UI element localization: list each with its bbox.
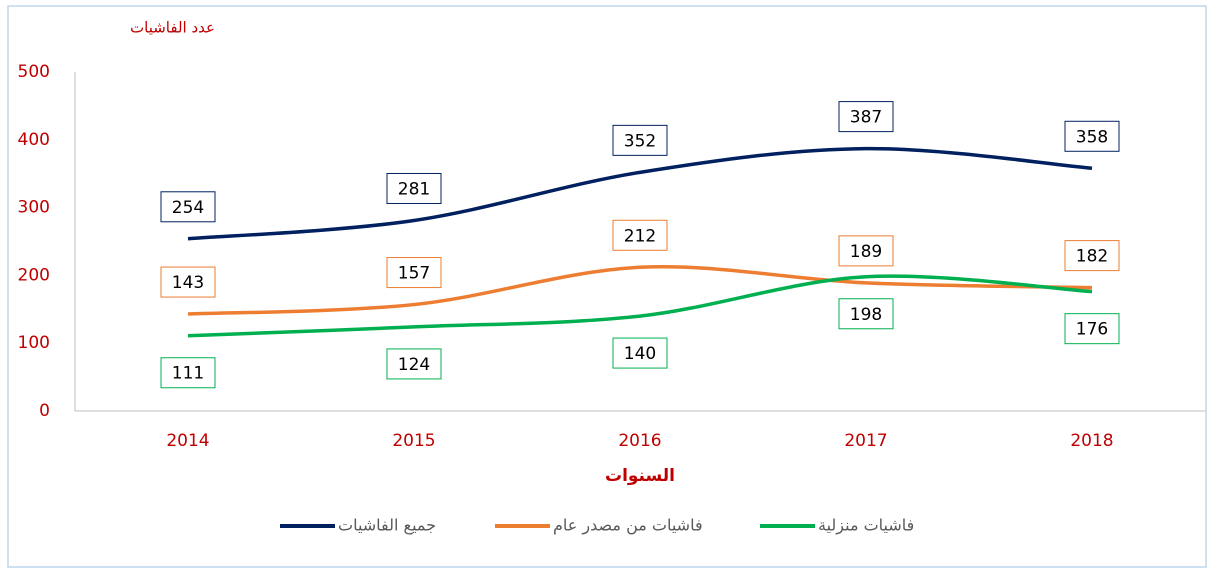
data-label-box: [838, 101, 894, 133]
data-label-box: [838, 298, 894, 330]
series-line: [187, 265, 1093, 316]
data-label-box: [386, 172, 442, 204]
data-label: 124: [398, 355, 430, 375]
data-label-box: [1064, 120, 1120, 152]
series-line: [187, 146, 1093, 241]
legend-label: فاشيات من مصدر عام: [553, 516, 703, 536]
y-tick-label: 200: [18, 265, 50, 285]
data-label-box: [1064, 313, 1120, 345]
data-label: 198: [850, 305, 882, 325]
y-tick-label: 100: [18, 333, 50, 353]
data-label-box: [160, 266, 216, 298]
data-label-box: [838, 235, 894, 267]
y-tick-label: 300: [18, 198, 50, 218]
legend-label: فاشيات منزلية: [818, 516, 914, 536]
x-tick-label: 2017: [844, 431, 887, 451]
data-label-box: [612, 337, 668, 369]
data-label: 140: [624, 344, 656, 364]
y-tick-label: 500: [18, 62, 50, 82]
x-tick-label: 2016: [618, 431, 661, 451]
data-label: 212: [624, 226, 656, 246]
legend-label: جميع الفاشيات: [338, 516, 436, 536]
data-label: 111: [172, 364, 204, 384]
data-label: 254: [172, 198, 204, 218]
data-label: 358: [1076, 127, 1108, 147]
x-axis-title: السنوات: [605, 466, 675, 486]
data-label-box: [612, 124, 668, 156]
series-line: [187, 274, 1093, 338]
data-label: 352: [624, 131, 656, 151]
data-label: 189: [850, 242, 882, 262]
data-label-box: [160, 191, 216, 223]
data-label-box: [386, 257, 442, 289]
data-label-box: [160, 357, 216, 389]
data-label-box: [612, 219, 668, 251]
y-axis-title: عدد الفاشيات: [130, 19, 215, 37]
x-tick-label: 2018: [1070, 431, 1113, 451]
data-label: 387: [850, 108, 882, 128]
data-label-box: [1064, 240, 1120, 272]
data-label: 157: [398, 264, 430, 284]
data-label: 182: [1076, 247, 1108, 267]
data-label-box: [386, 348, 442, 380]
y-tick-label: 400: [18, 130, 50, 150]
x-tick-label: 2014: [166, 431, 209, 451]
x-tick-label: 2015: [392, 431, 435, 451]
data-label: 143: [172, 273, 204, 293]
y-tick-label: 0: [39, 401, 50, 421]
data-label: 176: [1076, 320, 1108, 340]
data-label: 281: [398, 179, 430, 199]
